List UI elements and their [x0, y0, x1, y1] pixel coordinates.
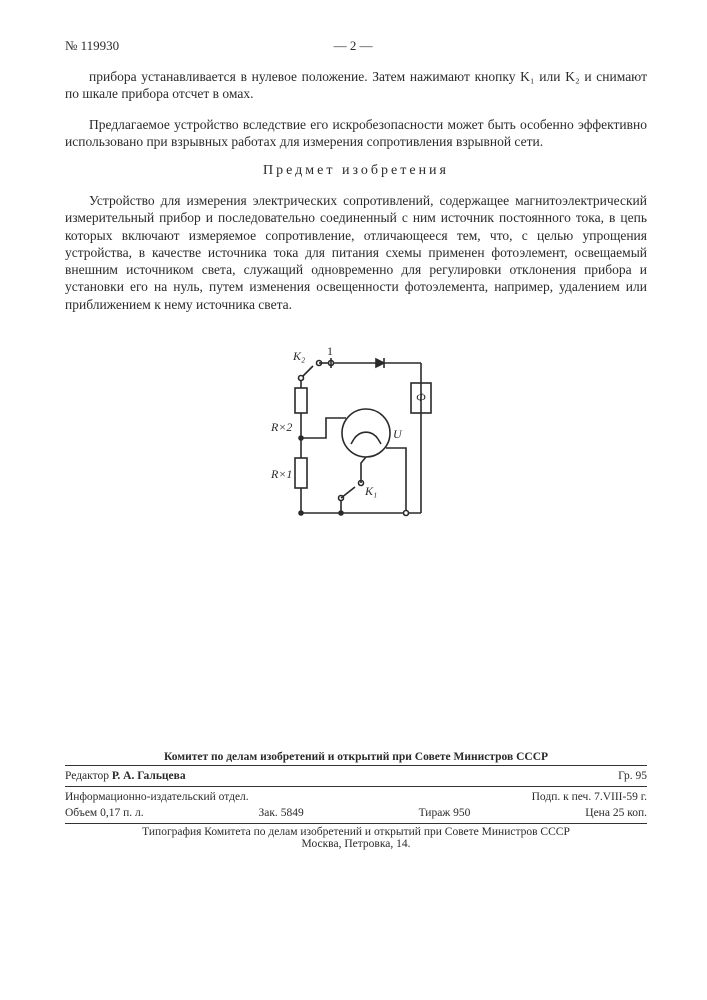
order-line: Зак. 5849 — [258, 807, 303, 819]
label-k1: K₁ — [364, 484, 377, 498]
label-one: 1 — [327, 344, 333, 358]
circuit-diagram: K₂ 1 Ф R×2 U R×1 K₁ — [271, 343, 441, 538]
label-k2: K₂ — [292, 349, 305, 363]
label-rx2: R×2 — [271, 420, 292, 434]
signed-line: Подп. к печ. 7.VIII-59 г. — [532, 791, 647, 803]
label-phi: Ф — [416, 390, 426, 404]
section-title: Предмет изобретения — [65, 163, 647, 179]
label-rx1: R×1 — [271, 467, 292, 481]
dept-line: Информационно-издательский отдел. — [65, 791, 249, 803]
label-u: U — [393, 427, 403, 441]
paragraph-1: прибора устанавливается в нулевое положе… — [65, 68, 647, 103]
doc-number: № 119930 — [65, 38, 119, 54]
group-line: Гр. 95 — [618, 770, 647, 782]
price-line: Цена 25 коп. — [585, 807, 647, 819]
colophon-block: Комитет по делам изобретений и открытий … — [65, 751, 647, 850]
editor-line: Редактор Р. А. Гальцева — [65, 770, 186, 782]
press-line: Типография Комитета по делам изобретений… — [65, 826, 647, 838]
page-header: № 119930 — 2 — — [65, 38, 647, 54]
committee-line: Комитет по делам изобретений и открытий … — [65, 751, 647, 763]
paragraph-2: Предлагаемое устройство вследствие его и… — [65, 116, 647, 151]
figure-container: K₂ 1 Ф R×2 U R×1 K₁ — [65, 343, 647, 538]
claim-text: Устройство для измерения электрических с… — [65, 192, 647, 313]
volume-line: Объем 0,17 п. л. — [65, 807, 144, 819]
address-line: Москва, Петровка, 14. — [65, 838, 647, 850]
print-run-line: Тираж 950 — [419, 807, 471, 819]
page-number: — 2 — — [119, 38, 587, 54]
